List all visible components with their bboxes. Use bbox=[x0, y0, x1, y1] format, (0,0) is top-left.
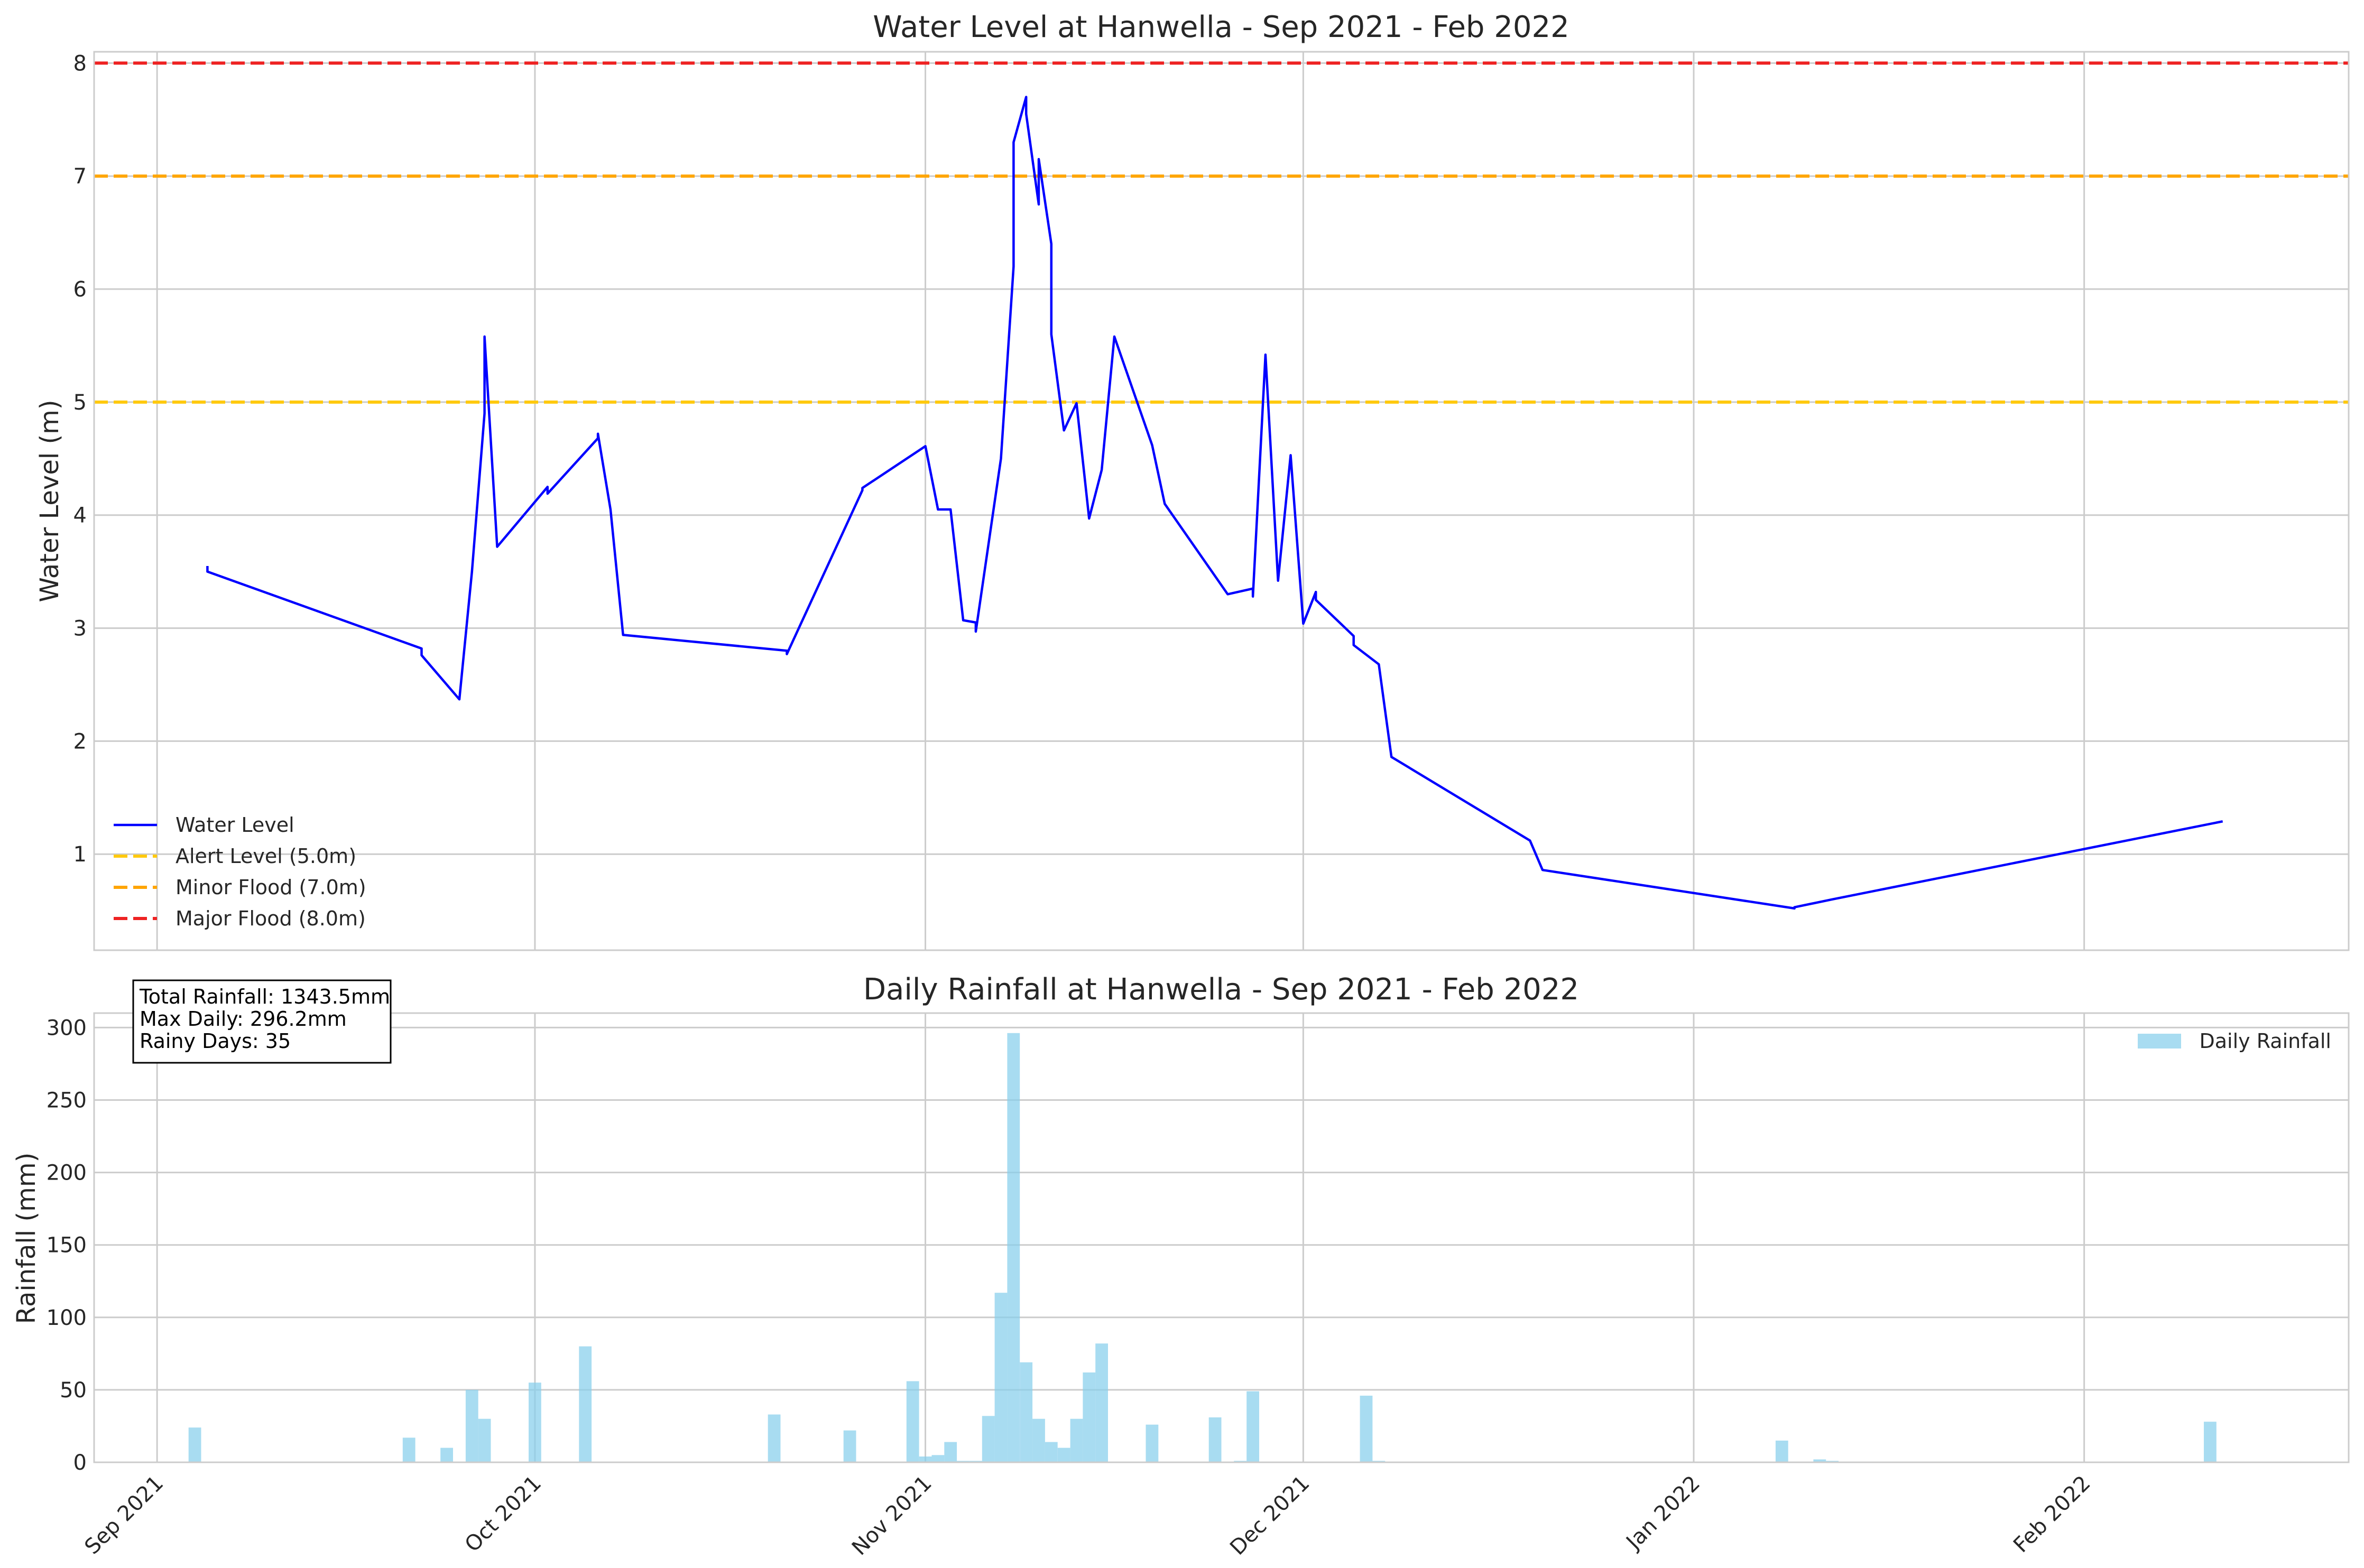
water-level-y-tick-label: 4 bbox=[73, 504, 87, 528]
rainfall-y-ticks: 0 50 100 150 200 250 300 bbox=[47, 1016, 87, 1475]
water-level-plot-frame bbox=[93, 51, 2350, 951]
rainfall-bar bbox=[1813, 1459, 1826, 1462]
rainfall-bar bbox=[1020, 1362, 1033, 1462]
rainfall-bar bbox=[982, 1416, 995, 1462]
rainfall-bar bbox=[1070, 1418, 1083, 1462]
water-level-y-tick-label: 2 bbox=[73, 729, 87, 754]
rainfall-bars bbox=[188, 1033, 2217, 1462]
rainfall-bar bbox=[931, 1455, 945, 1462]
stats-box-frame bbox=[132, 979, 392, 1064]
rainfall-bar bbox=[1146, 1424, 1159, 1462]
water-level-y-tick-label: 3 bbox=[73, 617, 87, 641]
x-tick-label: Oct 2021 bbox=[460, 1471, 546, 1557]
rainfall-bar bbox=[402, 1437, 415, 1462]
rainfall-y-tick-label: 100 bbox=[47, 1306, 87, 1330]
legend-entry-0: Water Level bbox=[176, 813, 294, 837]
rainfall-bar bbox=[919, 1456, 932, 1462]
rainfall-bar bbox=[579, 1346, 592, 1462]
water-level-panel: Water Level at Hanwella - Sep 2021 - Feb… bbox=[35, 10, 2350, 951]
rainfall-y-tick-label: 50 bbox=[60, 1378, 87, 1403]
x-tick-label: Nov 2021 bbox=[847, 1471, 937, 1561]
rainfall-bar bbox=[906, 1381, 919, 1462]
rainfall-bar bbox=[2204, 1422, 2217, 1462]
water-level-series bbox=[206, 96, 2223, 910]
rainfall-y-tick-label: 200 bbox=[47, 1161, 87, 1185]
rainfall-bar bbox=[1007, 1033, 1020, 1462]
rainfall-plot-frame bbox=[93, 1012, 2350, 1463]
rainfall-y-tick-label: 250 bbox=[47, 1089, 87, 1113]
stats-total-rainfall: Total Rainfall: 1343.5mm bbox=[139, 985, 390, 1008]
rainfall-bar bbox=[1095, 1343, 1108, 1462]
water-level-y-tick-label: 5 bbox=[73, 391, 87, 415]
rainfall-bar bbox=[944, 1442, 957, 1462]
water-level-y-tick-label: 7 bbox=[73, 164, 87, 189]
stats-rainy-days: Rainy Days: 35 bbox=[140, 1029, 291, 1053]
water-level-y-tick-label: 8 bbox=[73, 51, 87, 76]
rainfall-panel: Daily Rainfall at Hanwella - Sep 2021 - … bbox=[12, 972, 2350, 1561]
x-tick-label: Dec 2021 bbox=[1225, 1471, 1314, 1560]
rainfall-title: Daily Rainfall at Hanwella - Sep 2021 - … bbox=[863, 972, 1579, 1007]
rainfall-bar bbox=[188, 1427, 201, 1462]
rainfall-bar bbox=[768, 1414, 781, 1462]
water-level-grid bbox=[94, 52, 2349, 950]
water-level-y-axis-label: Water Level (m) bbox=[35, 400, 64, 602]
legend-entry-2: Minor Flood (7.0m) bbox=[176, 876, 366, 899]
rainfall-bar bbox=[478, 1418, 491, 1462]
water-level-legend: Water Level Alert Level (5.0m) Minor Flood… bbox=[114, 813, 366, 930]
legend-entry-3: Major Flood (8.0m) bbox=[176, 907, 366, 930]
rainfall-x-ticks: Sep 2021 Oct 2021 Nov 2021 Dec 2021 Jan 2022… bbox=[80, 1471, 2095, 1561]
water-level-line bbox=[206, 96, 2223, 910]
stats-max-daily: Max Daily: 296.2mm bbox=[140, 1007, 347, 1031]
rainfall-bar bbox=[1057, 1448, 1070, 1462]
water-level-y-tick-label: 1 bbox=[73, 842, 87, 867]
legend-entry-1: Alert Level (5.0m) bbox=[176, 845, 356, 868]
rainfall-bar bbox=[994, 1293, 1008, 1462]
rainfall-bar bbox=[529, 1383, 541, 1462]
rainfall-stats-box: Total Rainfall: 1343.5mm Max Daily: 296.… bbox=[132, 979, 392, 1064]
rainfall-y-tick-label: 300 bbox=[47, 1016, 87, 1040]
water-level-y-ticks: 1 2 3 4 5 6 7 8 bbox=[73, 51, 87, 867]
flood-reference-lines bbox=[94, 61, 2349, 404]
x-tick-label: Sep 2021 bbox=[80, 1471, 168, 1560]
x-tick-label: Jan 2022 bbox=[1621, 1471, 1705, 1555]
rainfall-bar bbox=[1775, 1440, 1788, 1462]
rainfall-y-axis-label: Rainfall (mm) bbox=[12, 1153, 41, 1324]
rainfall-bar bbox=[843, 1430, 856, 1462]
rainfall-bar bbox=[1045, 1442, 1058, 1462]
rainfall-y-tick-label: 150 bbox=[47, 1233, 87, 1258]
rainfall-grid bbox=[94, 1013, 2349, 1463]
rainfall-bar bbox=[440, 1448, 453, 1462]
water-level-y-tick-label: 6 bbox=[73, 277, 87, 302]
rainfall-bar bbox=[1246, 1391, 1259, 1462]
rainfall-legend-entry: Daily Rainfall bbox=[2199, 1029, 2331, 1053]
rainfall-bar bbox=[1032, 1418, 1045, 1462]
water-level-title: Water Level at Hanwella - Sep 2021 - Feb… bbox=[873, 10, 1569, 44]
rainfall-bar bbox=[1360, 1395, 1373, 1462]
rainfall-bar bbox=[1208, 1417, 1222, 1462]
rainfall-legend: Daily Rainfall bbox=[2138, 1029, 2331, 1053]
x-tick-label: Feb 2022 bbox=[2009, 1471, 2095, 1558]
rainfall-y-tick-label: 0 bbox=[73, 1451, 87, 1475]
rainfall-bar bbox=[1083, 1372, 1096, 1462]
rainfall-bar bbox=[465, 1389, 478, 1462]
rainfall-legend-swatch bbox=[2138, 1034, 2181, 1049]
